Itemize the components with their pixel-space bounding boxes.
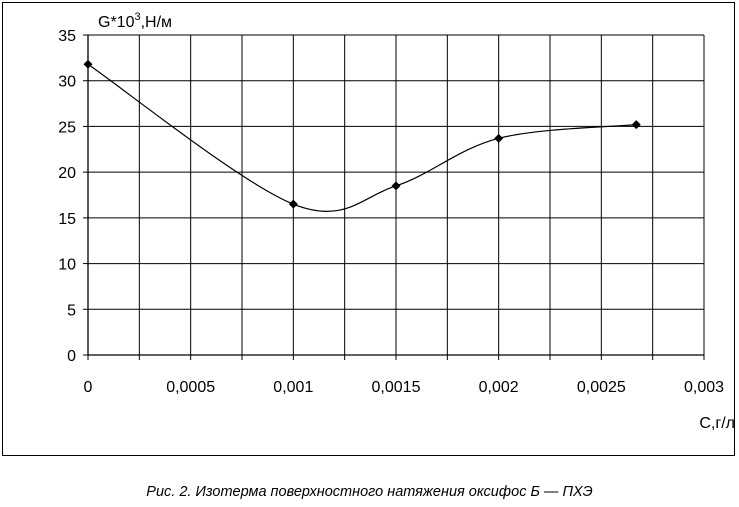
y-axis-title-superscript: 3 — [134, 11, 140, 23]
y-tick-label: 15 — [58, 211, 76, 228]
x-axis-title: С,г/л — [699, 415, 735, 432]
data-point-marker — [391, 181, 401, 191]
x-tick-label: 0 — [84, 379, 93, 396]
y-tick-labels: 0 5 10 15 20 25 30 35 — [58, 28, 76, 365]
x-tick-label: 0,001 — [273, 379, 313, 396]
x-tick-label: 0,003 — [684, 379, 724, 396]
y-axis-title: G*103,Н/м — [98, 11, 172, 31]
series-curve — [87, 63, 637, 212]
y-tick-label: 35 — [58, 28, 76, 45]
chart: 0 0,0005 0,001 0,0015 0,002 0,0025 0,003 0 5 10 1… — [58, 11, 735, 432]
series-line — [87, 63, 637, 212]
figure-caption: Рис. 2. Изотерма поверхностного натяжени… — [146, 484, 593, 500]
x-tick-label: 0,0025 — [577, 379, 626, 396]
x-tick-label: 0,002 — [479, 379, 519, 396]
data-point-marker — [83, 59, 93, 69]
axes — [83, 34, 705, 360]
y-tick-label: 20 — [58, 165, 76, 182]
y-tick-label: 30 — [58, 74, 76, 91]
y-tick-label: 10 — [58, 257, 76, 274]
y-tick-label: 25 — [58, 119, 76, 136]
chart-frame — [2, 2, 735, 456]
data-point-marker — [631, 120, 641, 130]
x-tick-label: 0,0015 — [372, 379, 421, 396]
y-axis-title-unit: ,Н/м — [141, 14, 172, 31]
y-tick-label: 0 — [67, 348, 76, 365]
grid-vertical-lines — [138, 35, 705, 355]
x-tick-labels: 0 0,0005 0,001 0,0015 0,002 0,0025 0,003 — [84, 379, 725, 396]
x-tick-label: 0,0005 — [166, 379, 215, 396]
data-point-marker — [288, 199, 298, 209]
y-axis-title-base: G*10 — [98, 14, 135, 31]
y-tick-label: 5 — [67, 302, 76, 319]
data-point-marker — [494, 133, 504, 143]
data-markers — [83, 59, 641, 209]
